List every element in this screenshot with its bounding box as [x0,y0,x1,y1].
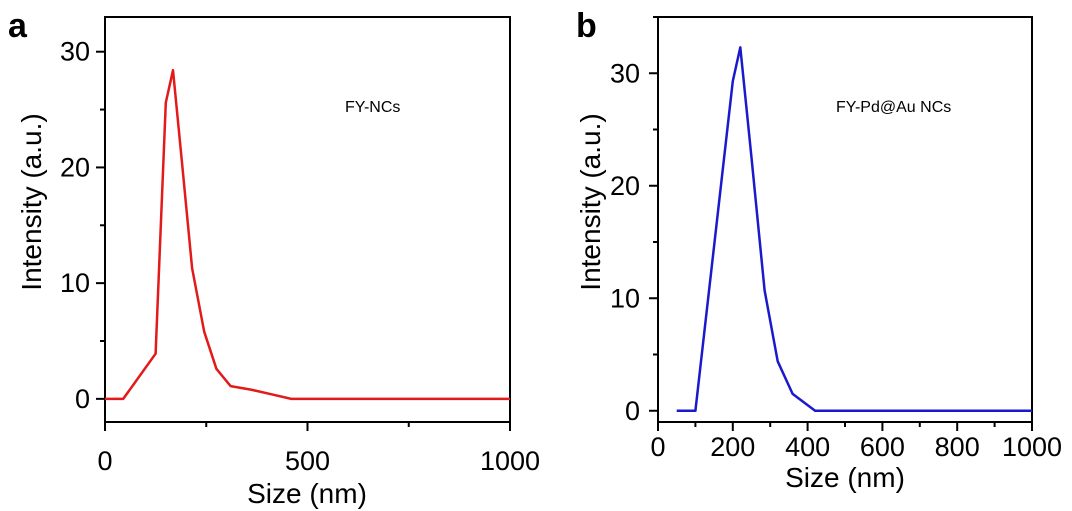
y-tick-label-b: 0 [625,396,640,426]
y-tick-label-a: 10 [60,268,90,298]
x-axis-title-a: Size (nm) [247,478,367,509]
panel-letter-b: b [576,7,597,45]
ticks-a [96,50,511,431]
ticks-b [649,16,1033,431]
plot-frame-a [104,16,511,423]
x-tick-label-b: 400 [785,432,830,462]
y-tick-label-a: 30 [60,37,90,67]
y-axis-title-a: Intensity (a.u.) [16,113,47,290]
y-axis-title-b: Intensity (a.u.) [575,113,606,290]
panel-letter-a: a [8,7,28,45]
annotation-a: FY-NCs [345,99,400,116]
x-tick-label-b: 600 [860,432,905,462]
x-tick-label-b: 200 [710,432,755,462]
x-tick-label-a: 0 [97,446,112,476]
plot-frame-b [657,16,1033,423]
series-line-b [676,46,1032,413]
y-tick-label-b: 20 [610,171,640,201]
series-line-a [105,68,510,401]
x-tick-label-a: 500 [285,446,330,476]
y-tick-label-a: 0 [75,384,90,414]
y-tick-label-a: 20 [60,152,90,182]
x-tick-label-b: 1000 [1002,432,1062,462]
tick-labels-a: 0 500 1000 0 10 20 30 [60,37,540,476]
y-tick-label-b: 30 [610,58,640,88]
annotation-b: FY-Pd@Au NCs [836,99,951,116]
x-tick-label-b: 800 [935,432,980,462]
x-tick-label-a: 1000 [480,446,540,476]
panel-a: a 0 500 1000 0 10 20 30 FY-NCs Size (nm) Inten… [8,7,540,509]
tick-labels-b: 0 200 400 600 800 1000 0 10 20 30 [610,58,1062,462]
x-axis-title-b: Size (nm) [785,462,905,493]
y-tick-label-b: 10 [610,283,640,313]
x-tick-label-b: 0 [650,432,665,462]
